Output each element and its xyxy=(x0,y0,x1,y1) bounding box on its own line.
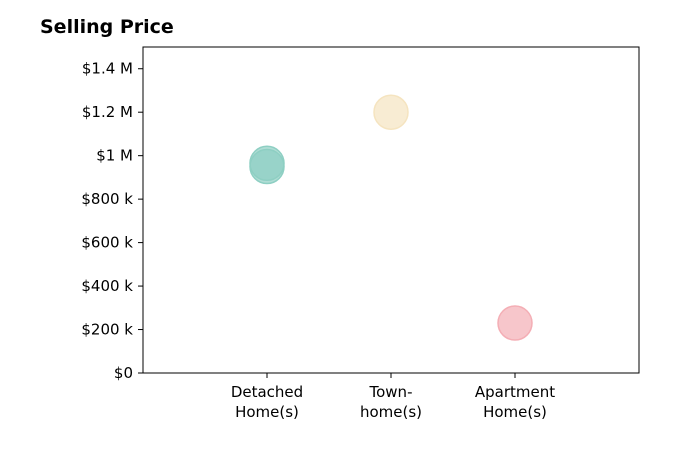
y-tick-label: $1 M xyxy=(96,147,133,165)
chart-title: Selling Price xyxy=(40,16,174,38)
x-tick-label: home(s) xyxy=(360,403,422,421)
data-point xyxy=(373,94,409,130)
y-tick-label: $0 xyxy=(114,364,133,382)
y-tick-label: $200 k xyxy=(81,321,133,339)
y-tick-label: $1.2 M xyxy=(82,103,133,121)
y-tick-label: $600 k xyxy=(81,234,133,252)
y-tick-label: $1.4 M xyxy=(82,60,133,78)
x-tick-label: Detached xyxy=(231,383,303,401)
y-tick-label: $400 k xyxy=(81,277,133,295)
data-point xyxy=(497,305,533,341)
x-tick-label: Town- xyxy=(369,383,413,401)
x-tick-label: Home(s) xyxy=(235,403,299,421)
y-tick-label: $800 k xyxy=(81,190,133,208)
x-tick-label: Home(s) xyxy=(483,403,547,421)
x-tick-label: Apartment xyxy=(475,383,555,401)
data-point xyxy=(249,148,285,185)
